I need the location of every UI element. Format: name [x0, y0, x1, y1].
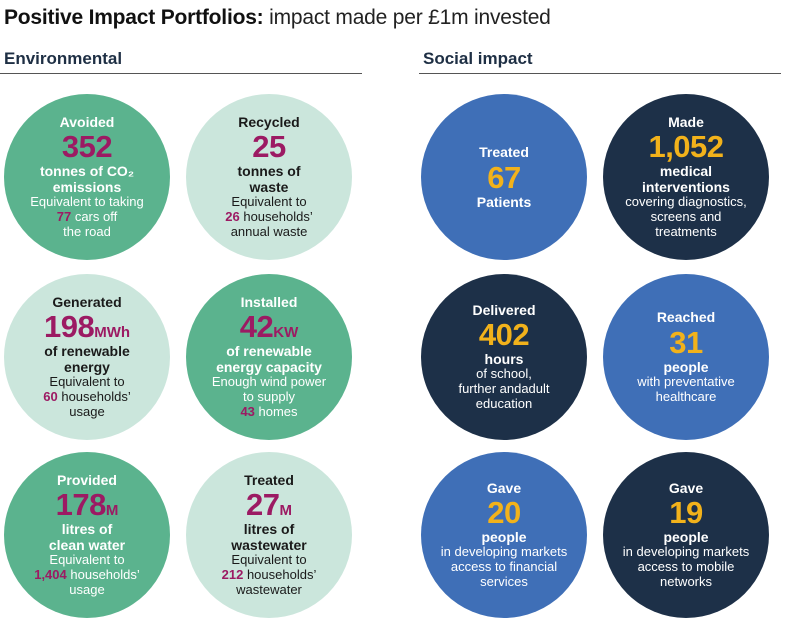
impact-circle-energy: Generated 198MWh of renewable energy Equ…	[4, 274, 170, 440]
impact-circle-co2: Avoided 352 tonnes of CO₂ emissions Equi…	[4, 94, 170, 260]
circle-description: Equivalent to	[49, 552, 125, 568]
impact-circle-education: Delivered 402 hours of school, further a…	[421, 274, 587, 440]
circle-label: interventions	[642, 179, 730, 196]
circle-description: to supply	[242, 389, 296, 405]
impact-circle-patients: Treated 67 Patients	[421, 94, 587, 260]
circle-verb: Gave	[668, 480, 704, 496]
circle-description: 1,404 households’	[34, 567, 140, 583]
circle-description: annual waste	[230, 224, 308, 240]
circle-description: access to financial	[450, 559, 558, 575]
circle-verb: Provided	[57, 471, 117, 488]
circle-verb: Treated	[244, 471, 294, 488]
circle-verb: Avoided	[59, 113, 115, 130]
circle-number: 67	[487, 159, 521, 195]
circle-description: covering diagnostics,	[625, 194, 747, 210]
impact-circle-healthcare: Reached 31 people with preventative heal…	[603, 274, 769, 440]
circle-description: networks	[659, 574, 713, 590]
circle-label: clean water	[48, 537, 126, 554]
circle-label: of renewable	[44, 343, 130, 360]
circle-description: 43 homes	[240, 404, 298, 420]
circle-number: 352	[61, 129, 113, 165]
circle-description: the road	[63, 224, 111, 240]
circle-verb: Gave	[486, 480, 522, 496]
circle-label: hours	[484, 351, 524, 368]
circle-description: Equivalent to	[49, 374, 125, 390]
circle-description: services	[480, 574, 528, 590]
circle-verb: Recycled	[238, 113, 300, 130]
circle-description: usage	[69, 404, 105, 420]
circle-description: usage	[69, 582, 105, 598]
circle-number: 25	[252, 129, 286, 165]
circle-number: 42KW	[239, 309, 299, 345]
circle-description: with preventative	[637, 373, 735, 389]
circle-label: energy	[64, 359, 110, 376]
circle-label: Patients	[476, 193, 532, 210]
section-divider-environmental	[0, 73, 362, 74]
impact-circle-interventions: Made 1,052 medical interventions coverin…	[603, 94, 769, 260]
circle-description: 26 households’	[225, 209, 313, 225]
section-heading-environmental: Environmental	[4, 49, 123, 68]
circle-description: in developing markets	[440, 544, 568, 560]
impact-circle-wastewater: Treated 27M litres of wastewater Equival…	[186, 452, 352, 618]
circle-label: people	[663, 358, 709, 375]
section-divider-social	[419, 73, 781, 74]
circle-description: further andadult	[458, 381, 550, 397]
circle-verb: Installed	[240, 293, 298, 310]
page-title: Positive Impact Portfolios: impact made …	[4, 6, 551, 29]
impact-circle-mobile: Gave 19 people in developing markets acc…	[603, 452, 769, 618]
circle-number: 198MWh	[43, 309, 131, 345]
circle-description: 77 cars off	[56, 209, 118, 225]
impact-circle-capacity: Installed 42KW of renewable energy capac…	[186, 274, 352, 440]
circle-label: waste	[249, 179, 289, 196]
circle-number: 20	[487, 495, 521, 531]
circle-number: 402	[478, 317, 530, 353]
circle-number: 31	[669, 324, 703, 360]
circle-label: energy capacity	[216, 359, 322, 376]
circle-description: screens and	[650, 209, 722, 225]
circle-description: Equivalent to	[231, 552, 307, 568]
impact-circle-financial: Gave 20 people in developing markets acc…	[421, 452, 587, 618]
circle-verb: Generated	[52, 293, 122, 310]
circle-description: treatments	[655, 224, 717, 240]
circle-label: people	[663, 529, 709, 546]
circle-label: litres of	[243, 521, 295, 538]
circle-verb: Delivered	[472, 302, 536, 318]
circle-label: tonnes of CO₂	[39, 163, 135, 180]
circle-description: education	[475, 396, 533, 412]
circle-label: tonnes of	[237, 163, 301, 180]
circle-description: of school,	[476, 366, 532, 382]
circle-label: wastewater	[231, 537, 307, 554]
circle-verb: Made	[668, 113, 704, 130]
circle-description: Enough wind power	[211, 374, 327, 390]
impact-circle-waste: Recycled 25 tonnes of waste Equivalent t…	[186, 94, 352, 260]
circle-verb: Treated	[479, 144, 529, 161]
circle-label: of renewable	[226, 343, 312, 360]
circle-number: 1,052	[648, 129, 724, 165]
circle-verb: Reached	[656, 309, 716, 326]
circle-description: healthcare	[655, 388, 717, 404]
circle-description: 212 households’	[221, 567, 317, 583]
section-heading-social: Social impact	[423, 49, 533, 68]
circle-label: litres of	[61, 521, 113, 538]
circle-description: access to mobile	[637, 559, 735, 575]
circle-number: 178M	[55, 487, 119, 523]
circle-description: wastewater	[236, 582, 302, 598]
circle-description: Equivalent to	[231, 194, 307, 210]
circle-label: people	[481, 529, 527, 546]
circle-number: 19	[669, 495, 703, 531]
circle-description: 60 households’	[43, 389, 131, 405]
circle-label: emissions	[52, 179, 122, 196]
impact-circle-water: Provided 178M litres of clean water Equi…	[4, 452, 170, 618]
circle-description: Equivalent to taking	[30, 194, 144, 210]
circle-description: in developing markets	[622, 544, 750, 560]
circle-number: 27M	[246, 487, 292, 523]
circle-label: medical	[659, 163, 713, 180]
